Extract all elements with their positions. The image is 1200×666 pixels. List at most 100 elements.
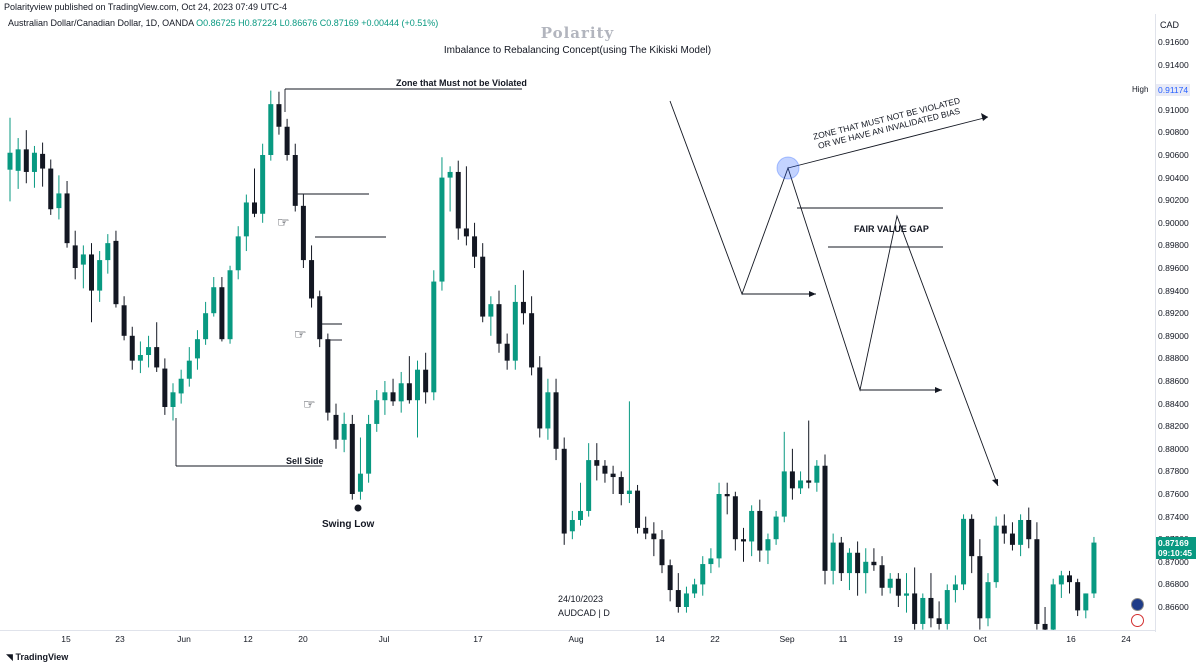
time-tick-label: 23 xyxy=(115,634,125,644)
candle xyxy=(276,91,282,135)
candle-body xyxy=(496,304,502,344)
time-tick-label: 12 xyxy=(243,634,253,644)
candle xyxy=(936,601,942,630)
time-tick-label: 24 xyxy=(1121,634,1131,644)
candle-body xyxy=(855,552,861,574)
candle-body xyxy=(798,480,804,489)
watermark: Polarity xyxy=(540,24,615,42)
candle xyxy=(1009,522,1015,551)
candle xyxy=(15,138,21,189)
candle xyxy=(651,522,657,557)
candle xyxy=(798,471,804,494)
candle-body xyxy=(512,301,518,361)
candle xyxy=(252,168,257,218)
candle-body xyxy=(920,597,926,624)
price-tick-label: 0.86800 xyxy=(1158,579,1189,590)
candle-body xyxy=(186,360,192,379)
candle xyxy=(814,460,820,492)
time-tick-label: 15 xyxy=(61,634,71,644)
candle-body xyxy=(871,561,877,566)
candle xyxy=(121,296,127,341)
candle-body xyxy=(553,392,559,449)
candle xyxy=(863,548,869,594)
time-tick-label: Jul xyxy=(378,634,390,644)
candle-body xyxy=(944,590,950,624)
candle-body xyxy=(97,260,103,291)
candle-body xyxy=(113,240,119,305)
candle-body xyxy=(977,556,983,619)
candle-body xyxy=(447,171,453,178)
candle-body xyxy=(610,473,616,478)
tradingview-logo[interactable]: ◥ TradingView xyxy=(6,652,68,663)
candle-body xyxy=(716,494,722,559)
candle-body xyxy=(1009,533,1015,545)
candle-body xyxy=(887,578,893,588)
time-axis[interactable]: 15 23 Jun 12 20 Jul 17 Aug 14 22 Sep 11 19 Oct 16 24 xyxy=(0,630,1155,647)
candle xyxy=(137,341,143,374)
candle-body xyxy=(667,565,673,591)
price-axis[interactable] xyxy=(1155,14,1200,632)
candle xyxy=(300,194,306,268)
time-tick-label: 16 xyxy=(1066,634,1076,644)
zone-annotation: Zone that Must not be Violated xyxy=(396,78,527,88)
candle-body xyxy=(357,473,363,492)
candle xyxy=(23,130,29,184)
candle-body xyxy=(194,339,200,359)
candle xyxy=(952,575,958,603)
candle-body xyxy=(121,305,127,336)
candle-body xyxy=(724,494,730,497)
candle-body xyxy=(374,400,380,424)
candle xyxy=(1018,514,1024,557)
candle-body xyxy=(822,465,828,571)
candle xyxy=(203,301,209,345)
candle xyxy=(871,548,877,571)
candle xyxy=(838,536,844,582)
candle-body xyxy=(545,392,551,429)
candle-body xyxy=(863,561,869,574)
candle-body xyxy=(431,281,437,393)
countdown: 09:10:45 xyxy=(1158,548,1193,558)
candle xyxy=(700,556,706,596)
candle-body xyxy=(1067,575,1072,583)
candle xyxy=(635,484,641,534)
symbol-name: Australian Dollar/Canadian Dollar, 1D, O… xyxy=(8,18,194,28)
candle-body xyxy=(741,539,746,542)
time-tick-label: Sep xyxy=(779,634,795,644)
candle xyxy=(390,378,396,406)
candlestick-chart[interactable] xyxy=(0,0,1155,630)
arrow-head xyxy=(809,291,816,297)
candle-body xyxy=(211,287,217,314)
candle-body xyxy=(529,313,535,368)
candle-body xyxy=(219,287,225,340)
time-tick-label: Oct xyxy=(973,634,987,644)
candle-body xyxy=(243,202,249,237)
candle-body xyxy=(952,584,958,591)
candle xyxy=(529,296,535,376)
candle-body xyxy=(31,152,37,172)
candle xyxy=(602,460,608,483)
candle xyxy=(366,414,372,483)
candle xyxy=(317,290,323,348)
candle-body xyxy=(904,593,909,596)
price-tick-label: 0.90600 xyxy=(1158,150,1189,160)
candle xyxy=(1001,514,1007,544)
candle xyxy=(928,573,934,628)
candle xyxy=(480,243,486,323)
candle xyxy=(382,381,388,415)
candle-body xyxy=(700,564,706,585)
arrow-head xyxy=(981,113,988,121)
candle xyxy=(48,159,54,215)
candle xyxy=(219,277,225,342)
candle-body xyxy=(1083,593,1089,611)
candle xyxy=(594,443,600,481)
candle xyxy=(80,245,86,289)
price-tick-label: 0.87400 xyxy=(1158,511,1189,522)
candle xyxy=(578,482,583,526)
candle xyxy=(561,437,567,545)
candle xyxy=(724,482,730,515)
candle-body xyxy=(1042,623,1048,630)
candle-body xyxy=(879,565,885,588)
price-tick-label: 0.89800 xyxy=(1158,240,1189,251)
candle-body xyxy=(961,518,967,585)
candle xyxy=(846,548,852,591)
